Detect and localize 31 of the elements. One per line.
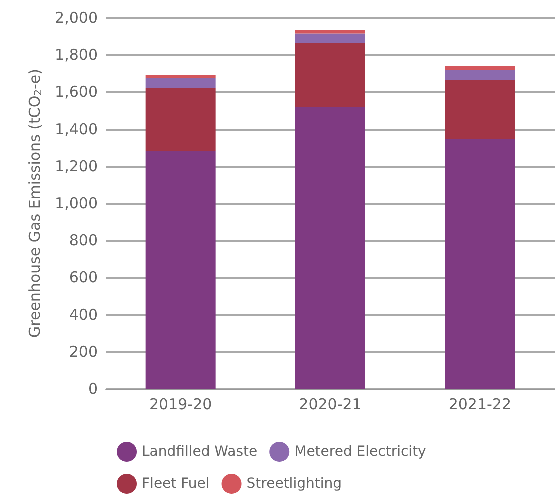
bar [296, 30, 366, 34]
bar [445, 140, 516, 389]
legend-label: Streetlighting [246, 476, 342, 492]
bar [146, 88, 216, 152]
bar [146, 78, 216, 88]
legend-label: Metered Electricity [294, 444, 426, 460]
x-tick-label: 2019-20 [149, 396, 212, 414]
bar [146, 76, 216, 78]
y-tick-label: 800 [69, 232, 98, 250]
bar [445, 70, 516, 80]
y-tick-label: 1,200 [55, 157, 98, 176]
y-tick-label: 600 [69, 268, 98, 287]
x-tick-label: 2020-21 [299, 396, 362, 414]
y-tick-label: 400 [69, 306, 98, 324]
y-axis-title: Greenhouse Gas Emissions (tCO2-e) [26, 68, 44, 338]
bar [445, 80, 516, 140]
bar [445, 66, 516, 70]
bar [296, 107, 366, 389]
y-tick-label: 2,000 [55, 9, 98, 27]
bar [146, 152, 216, 389]
y-tick-label: 1,600 [55, 83, 98, 102]
y-tick-label: 1,000 [55, 194, 98, 212]
x-tick-label: 2021-22 [448, 396, 512, 414]
y-tick-label: 0 [88, 380, 98, 398]
y-tick-label: 200 [69, 342, 98, 361]
bar [296, 43, 366, 108]
legend-label: Landfilled Waste [142, 444, 258, 460]
y-tick-label: 1,400 [55, 120, 98, 138]
legend-label: Fleet Fuel [142, 476, 210, 492]
y-tick-label: 1,800 [55, 46, 98, 64]
bar [296, 34, 366, 44]
